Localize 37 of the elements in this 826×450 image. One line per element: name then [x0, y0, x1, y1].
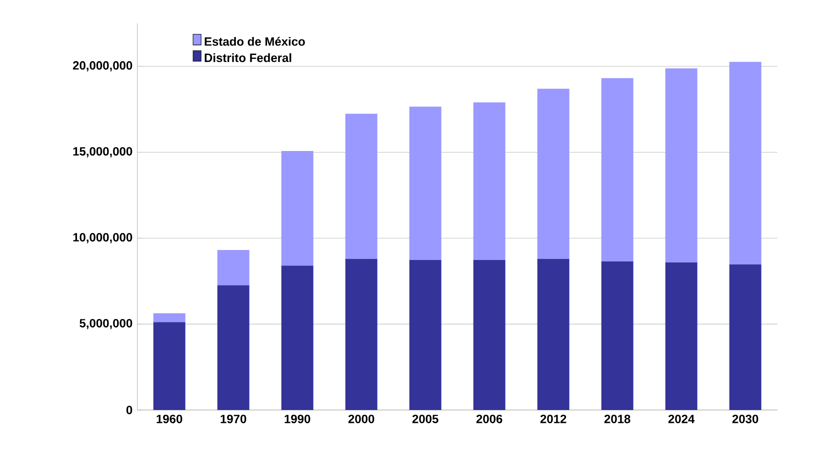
x-tick-label: 2030: [732, 414, 758, 424]
bar: [217, 285, 250, 410]
x-tick-label: 2018: [604, 414, 630, 424]
bar: [665, 262, 698, 410]
bar: [729, 62, 762, 264]
x-tick-label: 1990: [284, 414, 310, 424]
bar: [281, 266, 314, 410]
bar: [729, 264, 762, 410]
bar: [665, 68, 698, 262]
y-tick-label: 20,000,000: [72, 61, 132, 72]
x-tick-label: 2000: [348, 414, 374, 424]
x-tick-label: 2005: [412, 414, 438, 424]
bar: [473, 260, 506, 410]
x-tick-label: 2012: [540, 414, 566, 424]
y-tick-label: 5,000,000: [80, 318, 132, 330]
bar: [601, 261, 634, 410]
y-tick-label: 15,000,000: [73, 147, 132, 158]
bar: [345, 258, 378, 410]
bar: [345, 114, 378, 259]
bar: [601, 78, 634, 262]
bar: [537, 88, 570, 259]
bar: [153, 322, 186, 410]
bar: [409, 106, 442, 260]
x-tick-label: 2024: [668, 414, 695, 424]
bar: [537, 258, 570, 410]
legend-label: Distrito Federal: [204, 53, 292, 62]
bar: [153, 313, 186, 322]
legend-label: Estado de México: [204, 36, 305, 46]
bar: [473, 102, 506, 260]
x-tick-label: 2006: [476, 414, 502, 424]
x-tick-label: 1970: [220, 414, 246, 424]
bar: [217, 250, 250, 286]
y-tick-label: 0: [126, 406, 132, 414]
y-tick-label: 10,000,000: [73, 233, 132, 244]
x-tick-label: 1960: [156, 414, 182, 424]
bar: [409, 260, 442, 410]
bar: [281, 151, 314, 266]
